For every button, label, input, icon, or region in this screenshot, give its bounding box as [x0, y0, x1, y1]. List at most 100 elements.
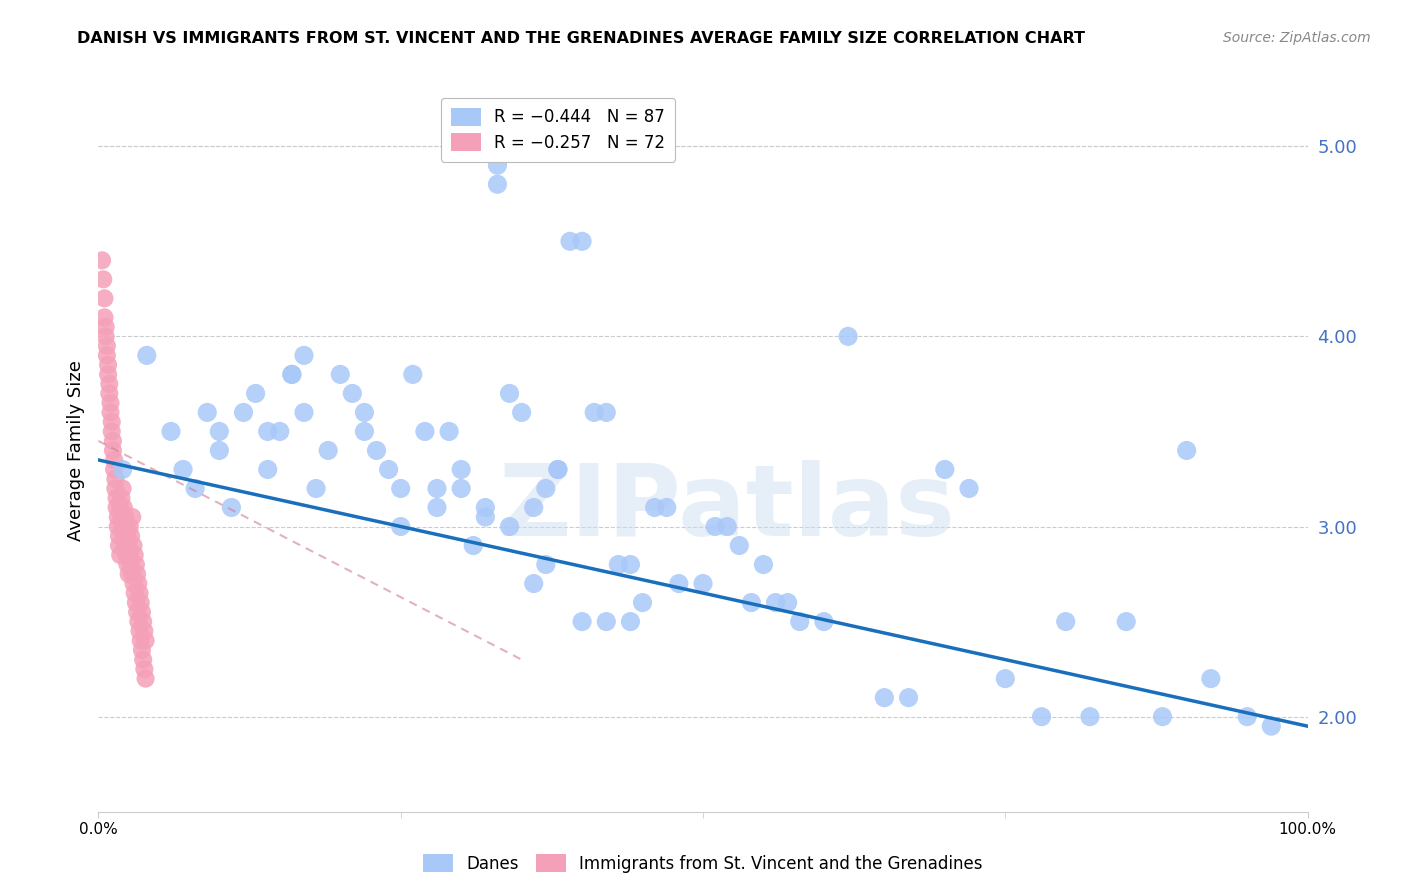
Point — [97, 358, 120, 372]
Point — [269, 425, 291, 439]
Point — [118, 567, 141, 582]
Point — [571, 235, 593, 249]
Point — [547, 462, 569, 476]
Point — [96, 348, 118, 362]
Point — [184, 482, 207, 496]
Point — [195, 405, 218, 419]
Point — [994, 672, 1017, 686]
Point — [115, 519, 138, 533]
Point — [124, 548, 146, 562]
Point — [128, 586, 150, 600]
Point — [110, 491, 132, 505]
Point — [474, 510, 496, 524]
Point — [125, 596, 148, 610]
Legend: Danes, Immigrants from St. Vincent and the Grenadines: Danes, Immigrants from St. Vincent and t… — [416, 847, 990, 880]
Point — [100, 405, 122, 419]
Point — [342, 386, 364, 401]
Point — [129, 596, 152, 610]
Point — [353, 425, 375, 439]
Point — [108, 539, 131, 553]
Point — [118, 519, 141, 533]
Point — [450, 482, 472, 496]
Point — [104, 482, 127, 496]
Text: DANISH VS IMMIGRANTS FROM ST. VINCENT AND THE GRENADINES AVERAGE FAMILY SIZE COR: DANISH VS IMMIGRANTS FROM ST. VINCENT AN… — [77, 31, 1085, 46]
Point — [103, 453, 125, 467]
Point — [523, 576, 546, 591]
Point — [112, 500, 135, 515]
Point — [281, 368, 304, 382]
Point — [135, 348, 157, 362]
Point — [118, 539, 141, 553]
Point — [402, 368, 425, 382]
Point — [208, 443, 231, 458]
Point — [232, 405, 254, 419]
Point — [111, 519, 134, 533]
Point — [160, 425, 183, 439]
Point — [127, 576, 149, 591]
Y-axis label: Average Family Size: Average Family Size — [66, 360, 84, 541]
Point — [534, 558, 557, 572]
Point — [486, 178, 509, 192]
Point — [131, 605, 153, 619]
Point — [127, 605, 149, 619]
Point — [837, 329, 859, 343]
Point — [329, 368, 352, 382]
Point — [131, 643, 153, 657]
Point — [534, 482, 557, 496]
Point — [292, 405, 315, 419]
Point — [1175, 443, 1198, 458]
Point — [498, 386, 520, 401]
Point — [619, 558, 641, 572]
Point — [128, 624, 150, 639]
Point — [93, 310, 115, 325]
Point — [98, 386, 121, 401]
Point — [94, 329, 117, 343]
Point — [776, 596, 799, 610]
Point — [132, 652, 155, 666]
Point — [134, 662, 156, 676]
Point — [752, 558, 775, 572]
Point — [127, 615, 149, 629]
Point — [1054, 615, 1077, 629]
Point — [91, 253, 114, 268]
Point — [692, 576, 714, 591]
Legend: R = −0.444   N = 87, R = −0.257   N = 72: R = −0.444 N = 87, R = −0.257 N = 72 — [440, 97, 675, 161]
Point — [107, 510, 129, 524]
Point — [668, 576, 690, 591]
Point — [547, 462, 569, 476]
Point — [498, 519, 520, 533]
Point — [256, 425, 278, 439]
Point — [101, 434, 124, 448]
Point — [1199, 672, 1222, 686]
Point — [426, 482, 449, 496]
Point — [134, 624, 156, 639]
Point — [353, 405, 375, 419]
Point — [112, 529, 135, 543]
Point — [595, 405, 617, 419]
Point — [510, 405, 533, 419]
Point — [728, 539, 751, 553]
Point — [132, 615, 155, 629]
Point — [100, 396, 122, 410]
Point — [813, 615, 835, 629]
Point — [135, 672, 157, 686]
Point — [450, 462, 472, 476]
Point — [281, 368, 304, 382]
Point — [135, 633, 157, 648]
Point — [127, 567, 149, 582]
Point — [897, 690, 920, 705]
Point — [389, 482, 412, 496]
Point — [558, 235, 581, 249]
Point — [389, 519, 412, 533]
Point — [114, 539, 136, 553]
Point — [873, 690, 896, 705]
Point — [108, 548, 131, 562]
Point — [100, 425, 122, 439]
Point — [1078, 709, 1101, 723]
Point — [486, 158, 509, 172]
Point — [437, 425, 460, 439]
Point — [607, 558, 630, 572]
Point — [463, 539, 485, 553]
Point — [122, 576, 145, 591]
Point — [789, 615, 811, 629]
